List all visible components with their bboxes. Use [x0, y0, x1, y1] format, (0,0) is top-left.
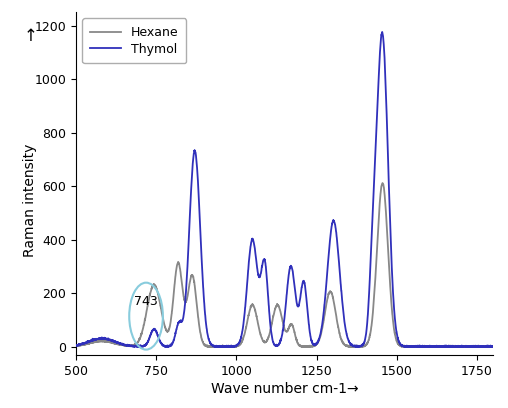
Text: 743: 743 — [134, 295, 158, 308]
Hexane — [437, 344, 443, 349]
Hexane — [379, 181, 386, 186]
Legend: Hexane, Thymol: Hexane, Thymol — [82, 18, 186, 63]
Thymol — [490, 344, 496, 349]
Thymol — [121, 343, 127, 348]
Thymol — [233, 344, 239, 349]
Hexane — [73, 343, 79, 348]
Thymol — [437, 344, 443, 349]
Thymol — [251, 241, 257, 246]
Hexane — [490, 344, 496, 349]
Text: Raman intensity: Raman intensity — [23, 144, 38, 257]
Thymol — [73, 343, 79, 348]
Hexane — [251, 305, 257, 310]
Thymol — [379, 29, 385, 34]
Line: Thymol: Thymol — [76, 32, 493, 347]
Hexane — [233, 344, 239, 349]
Thymol — [482, 344, 488, 349]
Hexane — [121, 343, 127, 348]
Thymol — [478, 344, 484, 349]
Hexane — [145, 299, 151, 304]
Hexane — [430, 344, 436, 349]
Hexane — [482, 344, 488, 349]
Thymol — [145, 338, 151, 343]
X-axis label: Wave number cm-1→: Wave number cm-1→ — [211, 382, 358, 396]
Line: Hexane: Hexane — [76, 183, 493, 347]
Text: ↑: ↑ — [23, 27, 37, 45]
